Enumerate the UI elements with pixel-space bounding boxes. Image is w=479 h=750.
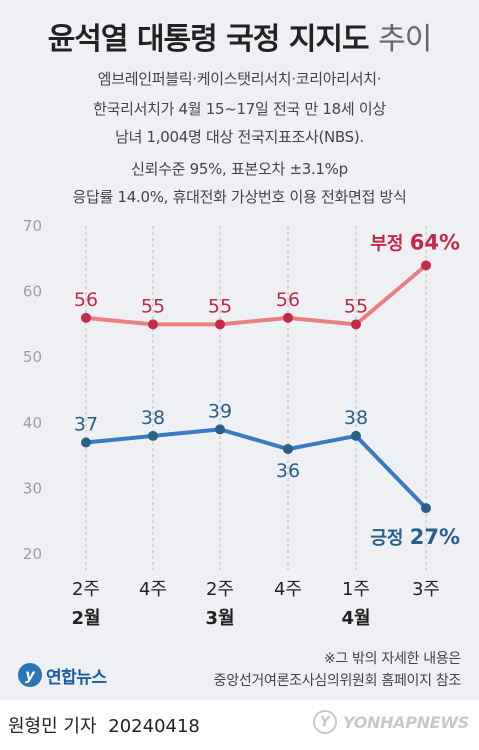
x-tick-label: 4주 [139, 579, 167, 600]
x-tick-label: 2주 [72, 579, 100, 600]
survey-info-line-3: 남녀 1,004명 대상 전국지표조사(NBS). [115, 128, 364, 146]
data-label: 38 [141, 407, 165, 429]
series-name: 긍정 [370, 528, 409, 549]
yonhap-logo-mark: y [18, 663, 42, 687]
data-label: 56 [74, 289, 98, 311]
data-point [283, 444, 293, 455]
data-label: 55 [344, 295, 368, 317]
series-end-label: 긍정 27% [370, 525, 460, 549]
watermark-text: YONHAPNEWS [342, 712, 469, 732]
data-point [215, 319, 225, 330]
watermark: Y YONHAPNEWS [312, 708, 469, 736]
data-label: 55 [208, 295, 232, 317]
title-main: 윤석열 대통령 국정 지지도 [47, 22, 370, 57]
data-label: 56 [276, 289, 300, 311]
byline: 원형민 기자 20240418 [8, 712, 200, 738]
month-label: 4월 [341, 608, 370, 629]
series-last-value: 27% [410, 525, 460, 549]
data-label: 36 [276, 460, 300, 482]
data-point [215, 424, 225, 435]
y-tick-label: 20 [23, 545, 42, 563]
series-end-label: 부정 64% [370, 230, 460, 254]
x-tick-label: 2주 [206, 579, 234, 600]
series-last-value: 64% [410, 230, 460, 254]
watermark-mark: Y [312, 710, 337, 734]
x-tick-label: 4주 [274, 579, 302, 600]
data-point [351, 430, 361, 441]
yonhap-logo: y 연합뉴스 [18, 662, 107, 688]
data-label: 37 [74, 413, 98, 435]
survey-info-line-4: 신뢰수준 95%, 표본오차 ±3.1%p [131, 160, 348, 178]
y-tick-label: 70 [23, 217, 42, 235]
title-suffix: 추이 [378, 22, 432, 57]
y-tick-label: 30 [23, 479, 42, 497]
x-tick-label: 1주 [342, 579, 370, 600]
byline-author: 원형민 기자 [8, 716, 97, 737]
survey-info-line-1: 엠브레인퍼블릭·케이스탯리서치·코리아리서치· [97, 70, 382, 88]
month-label: 2월 [71, 608, 100, 629]
data-label: 39 [208, 400, 232, 422]
y-tick-label: 50 [23, 348, 42, 366]
chart-panel [0, 0, 479, 700]
x-tick-label: 3주 [412, 579, 440, 600]
data-label: 55 [141, 295, 165, 317]
footnote-line-1: ※그 밖의 자세한 내용은 [323, 651, 461, 667]
footnote-line-2: 중앙선거여론조사심의위원회 홈페이지 참조 [213, 673, 462, 689]
data-point [421, 503, 431, 514]
series-name: 부정 [370, 233, 409, 254]
data-label: 38 [344, 407, 368, 429]
series-line-0 [84, 263, 428, 327]
data-point [421, 260, 431, 271]
data-point [148, 430, 158, 441]
survey-info-line-2: 한국리서치가 4월 15~17일 전국 만 18세 이상 [93, 100, 386, 118]
data-point [283, 312, 293, 323]
series-line-1 [84, 427, 428, 511]
byline-date: 20240418 [108, 716, 200, 737]
yonhap-logo-text: 연합뉴스 [46, 667, 107, 688]
month-label: 3월 [205, 608, 234, 629]
data-point [351, 319, 361, 330]
line-chart: 70 60 50 40 30 20 56 55 55 56 55 부정 64% 37 38 39 36 38 긍정… [23, 217, 460, 629]
survey-info-line-5: 응답률 14.0%, 휴대전화 가상번호 이용 전화면접 방식 [72, 188, 407, 206]
data-point [81, 437, 91, 448]
data-point [148, 319, 158, 330]
y-tick-label: 60 [23, 283, 42, 301]
chart-title: 윤석열 대통령 국정 지지도 추이 [0, 14, 479, 58]
data-point [81, 312, 91, 323]
y-tick-label: 40 [23, 414, 42, 432]
